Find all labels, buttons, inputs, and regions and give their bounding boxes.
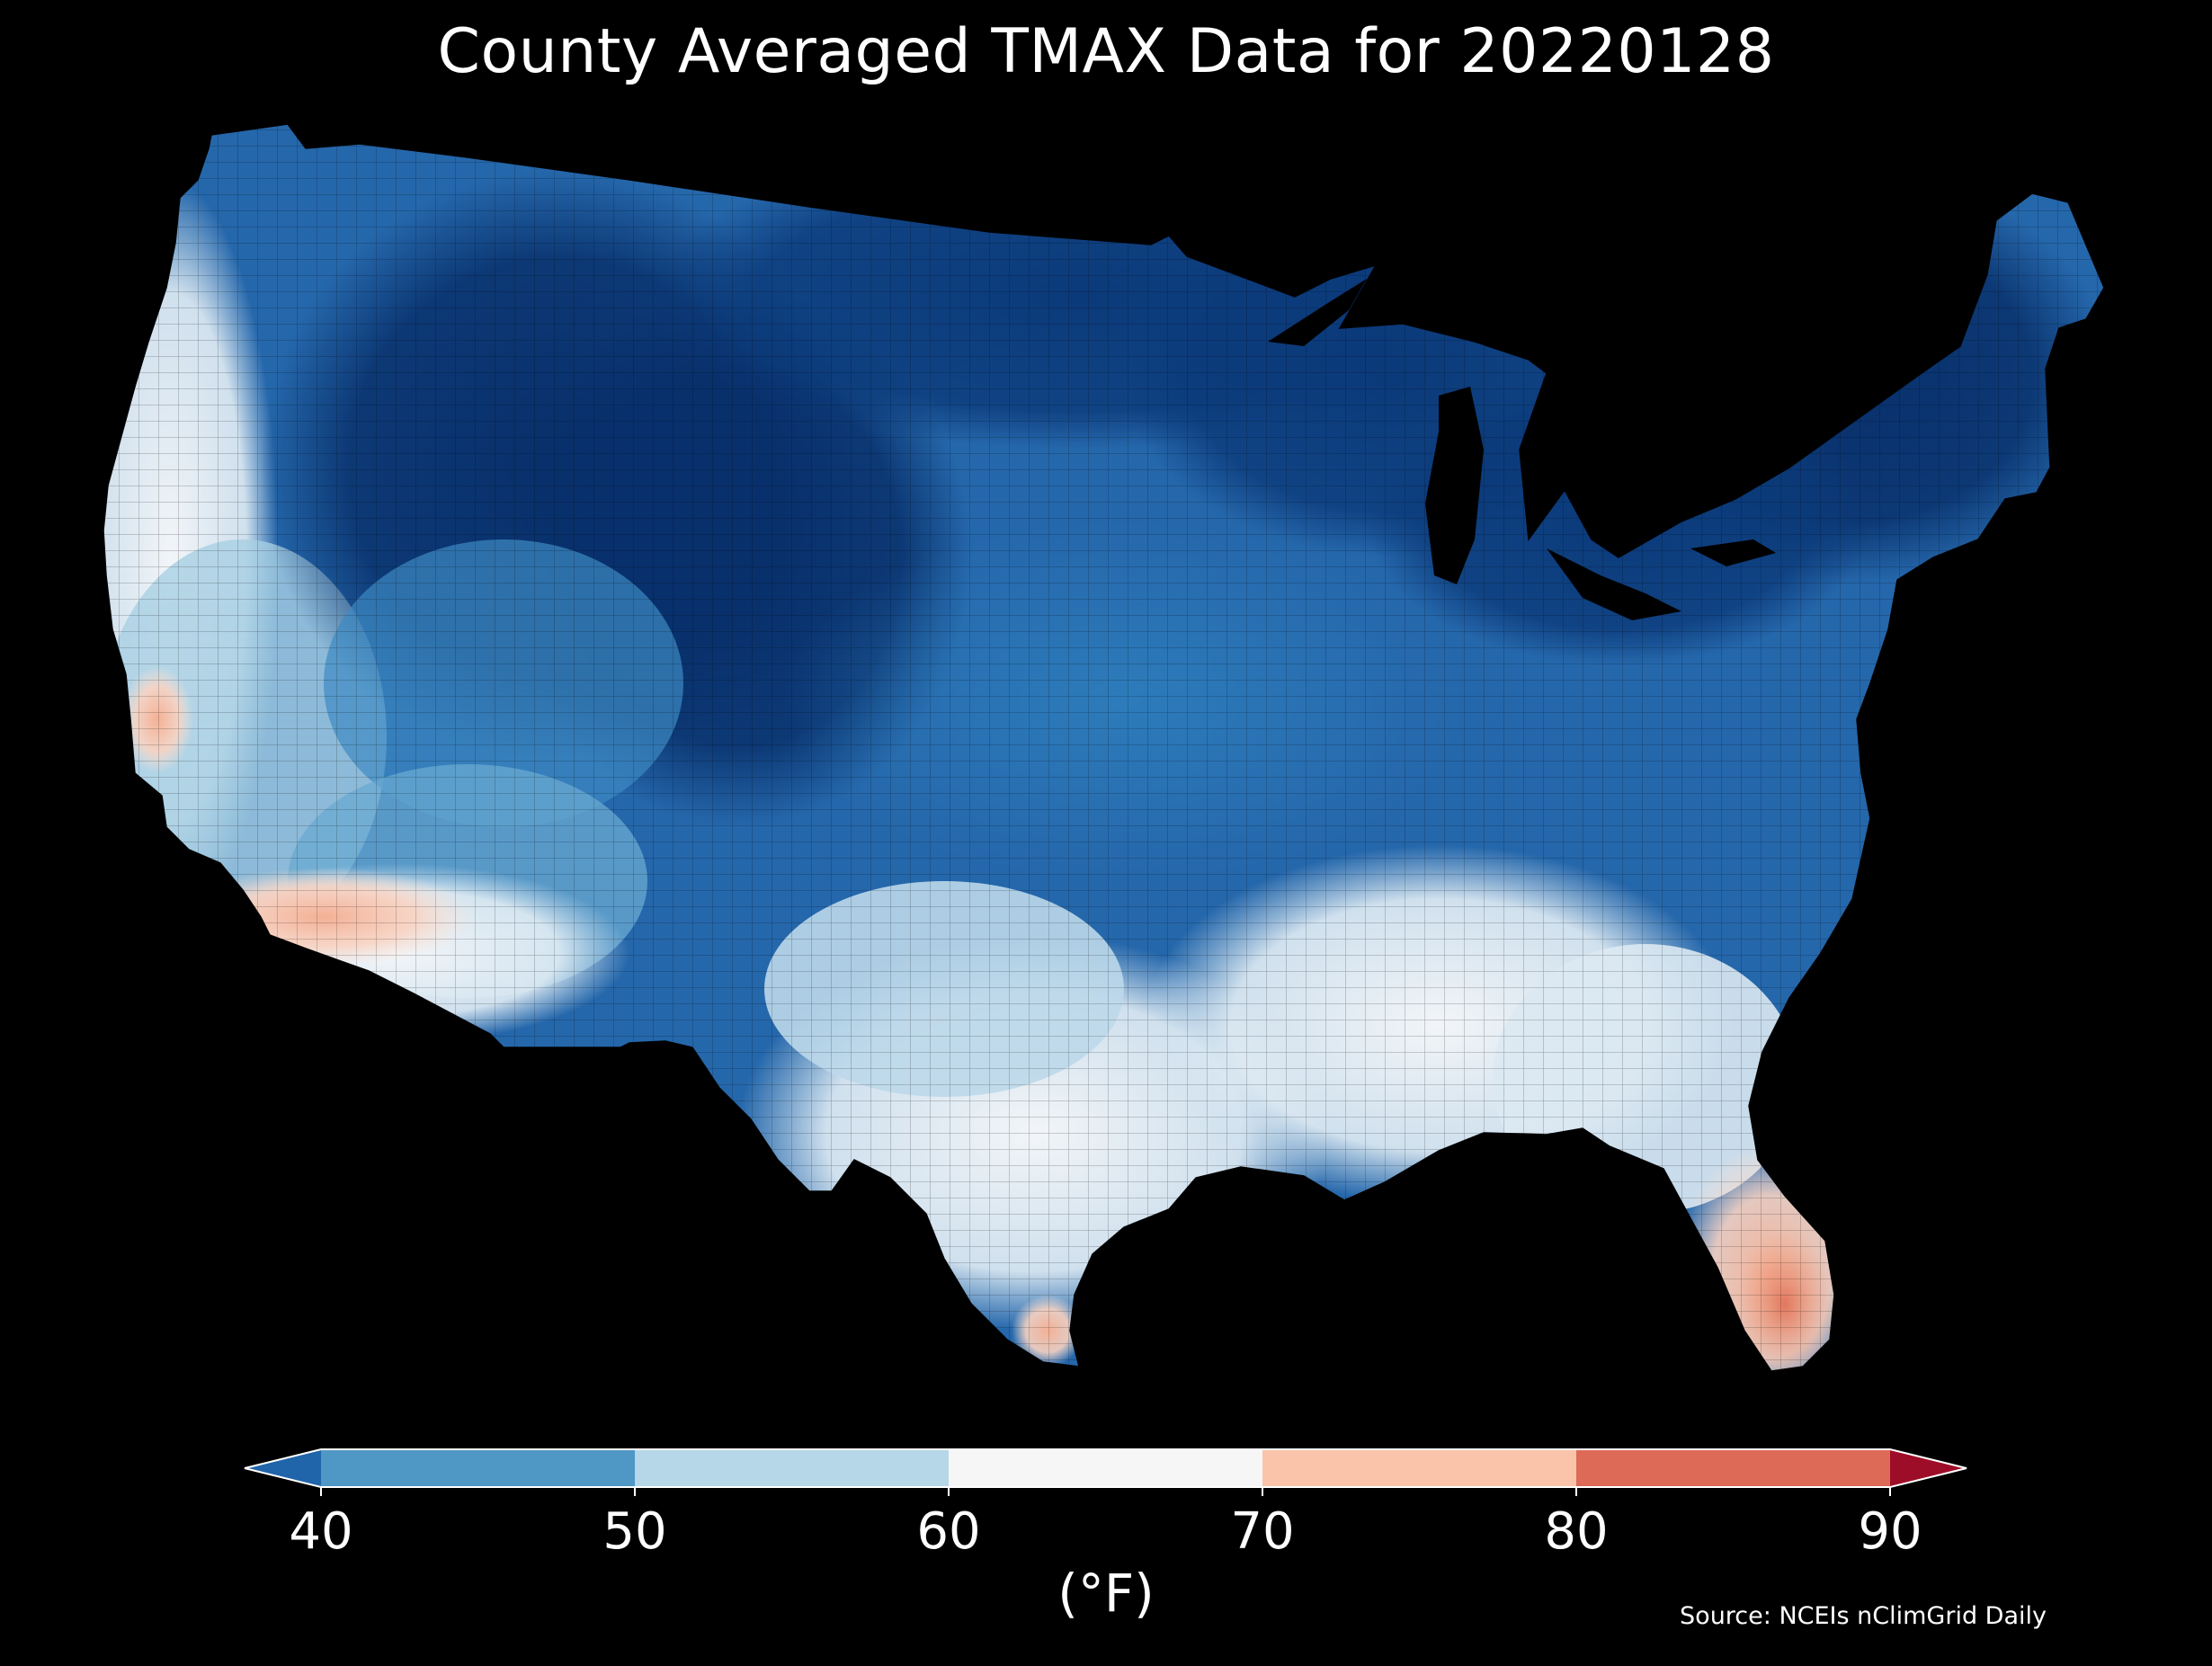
colorbar-tick-label-60: 60 xyxy=(916,1502,980,1561)
colorbar-bin-60-70 xyxy=(949,1449,1262,1487)
colorbar-tick-label-70: 70 xyxy=(1230,1502,1294,1561)
colorbar-tick-label-50: 50 xyxy=(602,1502,666,1561)
colorbar-units-label: (°F) xyxy=(1057,1563,1155,1624)
colorbar-tick-label-90: 90 xyxy=(1858,1502,1922,1561)
colorbar-tick-label-40: 40 xyxy=(289,1502,352,1561)
colorbar-under-extension xyxy=(245,1449,321,1487)
colorbar-tick-label-80: 80 xyxy=(1544,1502,1608,1561)
colorbar-bin-70-80 xyxy=(1262,1449,1576,1487)
colorbar-bin-50-60 xyxy=(635,1449,949,1487)
colorbar-bin-80-90 xyxy=(1576,1449,1890,1487)
map-title: County Averaged TMAX Data for 20220128 xyxy=(437,16,1775,87)
source-credit: Source: NCEIs nClimGrid Daily xyxy=(1680,1602,2047,1630)
colorbar-over-extension xyxy=(1890,1449,1967,1487)
colorbar-bin-40-50 xyxy=(321,1449,635,1487)
